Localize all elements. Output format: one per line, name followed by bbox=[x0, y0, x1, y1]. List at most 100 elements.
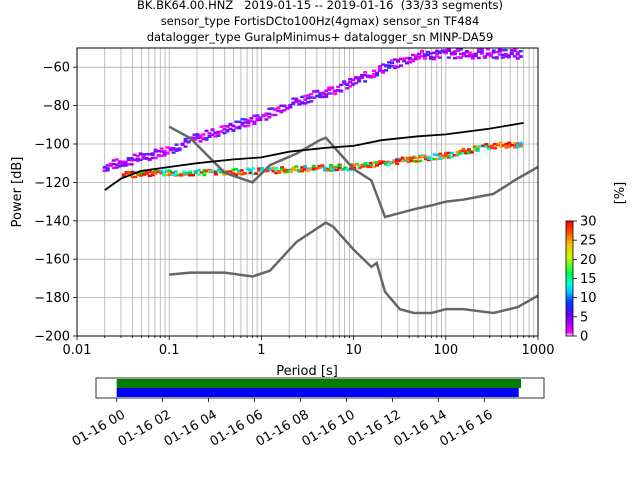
density-cell bbox=[518, 55, 523, 58]
density-cell bbox=[357, 80, 362, 83]
density-cell bbox=[337, 167, 342, 170]
density-cell bbox=[372, 72, 377, 76]
density-cell bbox=[479, 48, 484, 51]
density-cell bbox=[452, 154, 457, 157]
density-cell bbox=[314, 167, 319, 170]
density-cell bbox=[399, 57, 404, 61]
density-cell bbox=[500, 48, 505, 52]
density-cell bbox=[390, 59, 395, 62]
density-cell bbox=[387, 61, 392, 64]
density-cell bbox=[251, 167, 256, 170]
density-cell bbox=[271, 170, 276, 173]
density-cell bbox=[437, 51, 442, 55]
density-cell bbox=[434, 49, 439, 53]
density-cell bbox=[165, 146, 170, 149]
density-cell bbox=[467, 51, 472, 54]
density-cell bbox=[202, 173, 207, 177]
density-cell bbox=[487, 145, 492, 149]
density-cell bbox=[400, 159, 405, 163]
density-cell bbox=[279, 104, 284, 107]
density-cell bbox=[515, 145, 520, 149]
density-cell bbox=[406, 158, 411, 161]
density-cell bbox=[246, 119, 251, 122]
density-cell bbox=[458, 56, 463, 59]
density-cell bbox=[328, 163, 333, 167]
density-cell bbox=[130, 171, 135, 174]
density-cell bbox=[228, 123, 233, 127]
density-cell bbox=[300, 169, 305, 173]
timeline-coverage-bar bbox=[116, 388, 519, 397]
density-cell bbox=[124, 172, 129, 175]
density-cell bbox=[419, 51, 424, 54]
density-cell bbox=[415, 160, 420, 163]
y-tick-label: −140 bbox=[34, 214, 70, 229]
density-cell bbox=[195, 133, 200, 136]
density-cell bbox=[234, 173, 239, 176]
density-cell bbox=[193, 170, 198, 173]
chart-title-line-1: BK.BK64.00.HNZ 2019-01-15 -- 2019-01-16 … bbox=[137, 0, 503, 12]
density-cell bbox=[328, 166, 333, 169]
density-cell bbox=[470, 53, 475, 56]
density-cell bbox=[306, 101, 311, 104]
density-cell bbox=[303, 98, 308, 101]
density-cell bbox=[243, 121, 248, 124]
density-cell bbox=[147, 153, 152, 156]
density-cell bbox=[467, 149, 472, 152]
density-cell bbox=[360, 74, 365, 77]
density-cell bbox=[484, 145, 489, 148]
density-cell bbox=[248, 170, 253, 173]
density-cell bbox=[349, 168, 354, 172]
density-cell bbox=[406, 160, 411, 164]
density-cell bbox=[476, 56, 481, 60]
density-cell bbox=[515, 143, 520, 147]
density-cell bbox=[240, 118, 245, 121]
density-cell bbox=[321, 91, 326, 94]
density-cell bbox=[135, 157, 140, 161]
density-cell bbox=[317, 165, 322, 168]
density-cell bbox=[504, 146, 509, 149]
density-cell bbox=[501, 144, 506, 147]
density-cell bbox=[274, 169, 279, 172]
density-cell bbox=[488, 52, 493, 55]
density-cell bbox=[129, 159, 134, 162]
density-cell bbox=[512, 55, 517, 58]
density-cell bbox=[168, 146, 173, 150]
density-cell bbox=[312, 96, 317, 99]
density-cell bbox=[398, 159, 403, 162]
density-cell bbox=[387, 66, 392, 69]
density-cell bbox=[318, 94, 323, 97]
density-cell bbox=[375, 161, 380, 164]
density-cell bbox=[331, 168, 336, 171]
density-cell bbox=[211, 169, 216, 173]
density-cell bbox=[339, 83, 344, 87]
density-cell bbox=[369, 76, 374, 79]
density-cell bbox=[267, 116, 272, 119]
density-cell bbox=[252, 122, 257, 126]
density-cell bbox=[461, 151, 466, 155]
density-cell bbox=[144, 157, 149, 160]
density-cell bbox=[369, 75, 374, 78]
density-cell bbox=[475, 145, 480, 148]
density-cell bbox=[461, 54, 466, 58]
density-cell bbox=[277, 171, 282, 175]
density-cell bbox=[403, 159, 408, 162]
density-cell bbox=[195, 136, 200, 140]
density-cell bbox=[392, 160, 397, 163]
density-cell bbox=[144, 170, 149, 174]
y-tick-label: −60 bbox=[43, 61, 70, 76]
density-cell bbox=[515, 51, 520, 54]
colorbar: 0 5 10 15 20 25 30 bbox=[565, 215, 597, 345]
density-cell bbox=[487, 147, 492, 151]
density-cell bbox=[490, 144, 495, 147]
density-cell bbox=[446, 154, 451, 158]
density-cell bbox=[297, 103, 302, 106]
colorbar-tick-label: 0 bbox=[580, 330, 588, 345]
density-cell bbox=[410, 58, 415, 61]
density-cell bbox=[168, 148, 173, 151]
density-cell bbox=[105, 167, 110, 170]
density-cell bbox=[225, 125, 230, 128]
density-cell bbox=[327, 88, 332, 91]
density-cell bbox=[276, 106, 281, 110]
density-cell bbox=[515, 52, 520, 56]
density-cell bbox=[174, 147, 179, 151]
